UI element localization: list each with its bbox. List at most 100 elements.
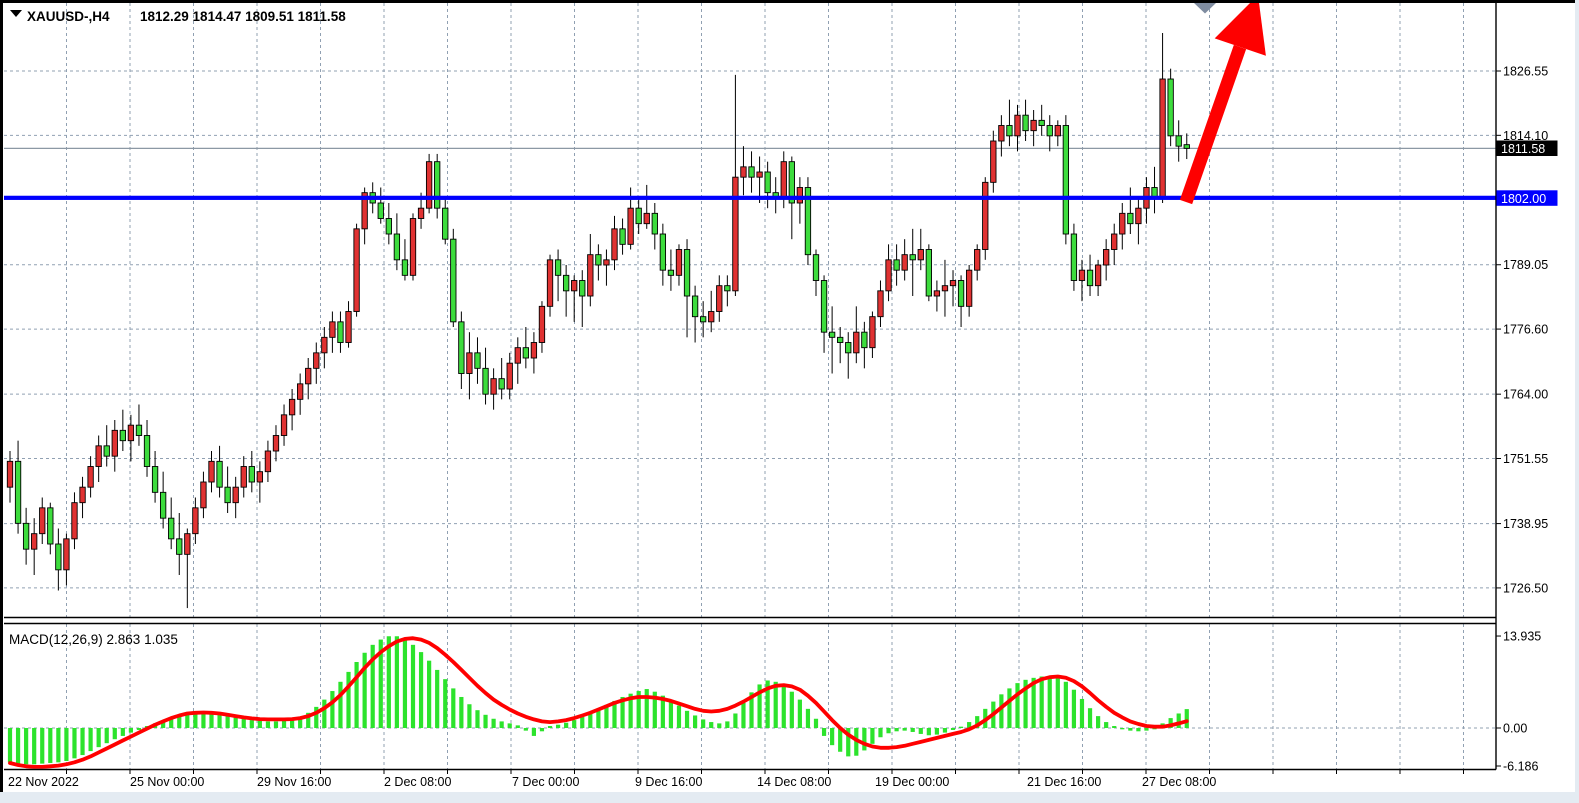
candle-up [732, 176, 739, 292]
candle-down [224, 486, 231, 504]
candle-up [1030, 119, 1037, 132]
candle-up [530, 342, 538, 359]
candle-down [103, 445, 110, 457]
time-axis-label: 21 Dec 16:00 [1027, 775, 1101, 789]
candle-up [949, 280, 957, 287]
price-axis-label: 1814.10 [1503, 129, 1548, 143]
candle-down [498, 378, 505, 390]
candle-down [450, 238, 457, 323]
macd-bar [604, 704, 609, 728]
macd-bar [1168, 718, 1173, 728]
macd-bar [507, 723, 512, 728]
candle-down [579, 280, 586, 297]
window-edge-right [1575, 0, 1579, 792]
macd-bar [531, 728, 536, 736]
macd-bar [273, 721, 279, 728]
macd-signal-path [8, 636, 1189, 769]
candle-up [6, 460, 14, 488]
candle-up [288, 398, 296, 416]
price-axis[interactable] [1496, 3, 1576, 769]
current-price-badge-text: 1811.58 [1501, 142, 1545, 156]
trend-arrow-head-icon [1214, 3, 1266, 56]
price-chart-pane[interactable] [4, 3, 1496, 618]
candle-up [756, 171, 763, 178]
macd-bar [193, 712, 198, 728]
candle-down [659, 233, 667, 271]
macd-bar [942, 728, 948, 733]
macd-bar [1184, 709, 1189, 728]
candle-up [63, 538, 70, 571]
macd-bar [668, 700, 674, 728]
scroll-marker-icon[interactable] [1194, 3, 1216, 14]
macd-bar [48, 728, 53, 763]
macd-bar [821, 728, 827, 736]
candle-down [828, 331, 836, 338]
candle-down [119, 429, 126, 442]
candle-up [79, 486, 86, 504]
macd-bar [1071, 689, 1077, 728]
candle-up [361, 192, 368, 230]
macd-bar [96, 728, 101, 748]
macd-bar [886, 728, 891, 734]
macd-bar [1079, 698, 1085, 728]
macd-bar [701, 719, 706, 728]
macd-bar [838, 728, 843, 752]
candle-down [1046, 125, 1053, 137]
horizontal-line-object[interactable] [4, 195, 1496, 200]
macd-bar [136, 728, 142, 730]
candle-down [434, 161, 441, 209]
time-axis[interactable] [4, 770, 1496, 792]
candle-down [143, 435, 151, 467]
candle-up [571, 280, 578, 292]
macd-bar [1104, 722, 1109, 728]
candle-up [941, 285, 949, 292]
symbol-dropdown-icon[interactable] [10, 10, 22, 17]
candle-up [184, 533, 191, 555]
candle-up [345, 311, 352, 343]
macd-bar [846, 728, 851, 757]
macd-bar [709, 722, 714, 728]
axis-labels: 1826.55 1814.10 1802.00 1789.05 1776.60 1764.… [8, 65, 1548, 790]
candle-up [611, 228, 618, 261]
macd-bar [797, 699, 802, 728]
candle-up [853, 331, 860, 354]
candle-up [409, 218, 417, 276]
macd-bar [249, 720, 254, 728]
macd-bar [161, 720, 166, 728]
candle-down [724, 285, 731, 292]
time-axis-label: 7 Dec 00:00 [512, 775, 579, 789]
macd-bar [862, 728, 867, 751]
candle-up [31, 533, 38, 550]
macd-bar [217, 714, 222, 728]
macd-bar [644, 689, 649, 728]
macd-bar [483, 714, 488, 728]
candle-down [909, 254, 916, 261]
candle-up [901, 254, 908, 271]
trend-arrow-object[interactable] [1179, 0, 1266, 205]
macd-bar [926, 728, 931, 736]
candle-up [603, 259, 610, 266]
macd-bar [612, 700, 617, 728]
candle-up [1159, 78, 1166, 199]
candle-down [159, 491, 167, 519]
candle-down [683, 249, 691, 297]
macd-bar [934, 728, 939, 735]
macd-bar [1039, 676, 1044, 728]
macd-bar [572, 720, 577, 728]
macd-bar [80, 728, 85, 756]
macd-bar [233, 717, 238, 728]
hline-price-badge-text: 1802.00 [1501, 192, 1546, 206]
macd-bar [7, 728, 13, 763]
macd-bar [805, 708, 811, 728]
macd-bar [693, 715, 698, 728]
macd-bar [773, 681, 778, 728]
macd-bar [975, 716, 980, 728]
macd-bar [596, 708, 601, 728]
time-axis-label: 9 Dec 16:00 [635, 775, 702, 789]
macd-bar [1055, 677, 1060, 728]
candle-up [917, 249, 924, 261]
candle-down [595, 254, 602, 266]
macd-bar [265, 721, 271, 728]
macd-bar [636, 691, 641, 728]
